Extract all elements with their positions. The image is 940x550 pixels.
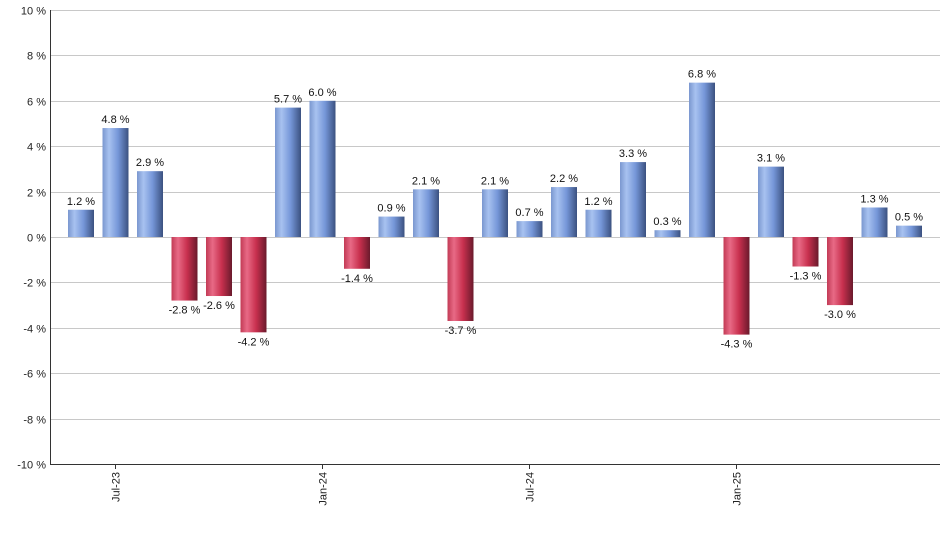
axes <box>50 10 940 465</box>
bar <box>447 237 474 321</box>
bar <box>240 237 267 333</box>
bar-value-label: 1.2 % <box>67 196 95 208</box>
bar-value-label: 0.7 % <box>515 207 543 219</box>
bar-value-label: 1.3 % <box>860 193 888 205</box>
bar <box>689 82 715 237</box>
bar <box>792 237 819 267</box>
x-tick-label: Jul-24 <box>525 472 537 502</box>
bar-value-label: 4.8 % <box>101 114 129 126</box>
bar <box>896 225 922 237</box>
bar <box>68 209 94 237</box>
bar-value-label: -1.3 % <box>790 271 822 283</box>
bar-value-label: 6.0 % <box>308 87 336 99</box>
bar-value-label: 6.8 % <box>688 69 716 81</box>
bar <box>482 189 508 237</box>
bar <box>861 207 888 237</box>
bar <box>206 237 232 297</box>
bar-value-label: 2.1 % <box>481 175 509 187</box>
bar <box>137 171 163 237</box>
bar-value-label: 5.7 % <box>274 94 302 106</box>
bar <box>413 189 439 237</box>
bar <box>654 230 681 237</box>
y-tick-label: 0 % <box>27 233 46 245</box>
bar <box>102 128 129 237</box>
bar-value-label: 0.3 % <box>653 216 681 228</box>
bar-value-label: 0.5 % <box>895 212 923 224</box>
x-tick-label: Jan-24 <box>318 472 330 506</box>
y-tick-label: 8 % <box>27 51 46 63</box>
bar-value-label: 2.9 % <box>136 157 164 169</box>
bar <box>275 107 301 237</box>
bar-value-label: -4.3 % <box>721 339 753 351</box>
bar <box>309 100 336 237</box>
bar-value-label: 0.9 % <box>377 203 405 215</box>
bar-value-label: -3.7 % <box>445 325 477 337</box>
y-tick-label: 2 % <box>27 188 46 200</box>
x-tick-label: Jan-25 <box>732 472 744 506</box>
bar <box>171 237 198 301</box>
y-tick-label: 4 % <box>27 142 46 154</box>
y-tick-label: 6 % <box>27 97 46 109</box>
data-labels: 1.2 % 4.8 % 2.9 % -2.8 % -2.6 % -4.2 % 5.7 % 6.… <box>67 69 923 351</box>
bar-value-label: -2.8 % <box>169 305 201 317</box>
bar-value-label: -4.2 % <box>238 336 270 348</box>
bar <box>378 216 405 237</box>
bar <box>827 237 853 306</box>
y-tick-label: -4 % <box>23 324 46 336</box>
bar-value-label: 3.1 % <box>757 153 785 165</box>
bar-value-label: 3.3 % <box>619 148 647 160</box>
bar <box>516 221 543 237</box>
y-tick-label: -2 % <box>23 278 46 290</box>
bar <box>758 166 784 237</box>
bars <box>68 82 922 335</box>
y-tick-label: -10 % <box>17 460 46 472</box>
x-tick-label: Jul-23 <box>111 472 123 502</box>
bar <box>585 209 612 237</box>
y-tick-label: -8 % <box>23 415 46 427</box>
y-tick-label: 10 % <box>21 6 46 18</box>
bar <box>723 237 750 335</box>
bar-value-label: 2.1 % <box>412 175 440 187</box>
bar-value-label: -1.4 % <box>341 273 373 285</box>
bar <box>551 187 577 237</box>
x-axis-tick-labels: Jul-23 Jan-24 Jul-24 Jan-25 <box>111 464 744 506</box>
bar-value-label: -2.6 % <box>203 300 235 312</box>
bar <box>344 237 370 269</box>
y-axis-tick-labels: 10 % 8 % 6 % 4 % 2 % 0 % -2 % -4 % -6 % -8 % -10 % <box>17 6 46 472</box>
bar-value-label: 2.2 % <box>550 173 578 185</box>
bar <box>620 162 646 237</box>
y-tick-label: -6 % <box>23 369 46 381</box>
bar-value-label: 1.2 % <box>584 196 612 208</box>
bar-value-label: -3.0 % <box>824 309 856 321</box>
